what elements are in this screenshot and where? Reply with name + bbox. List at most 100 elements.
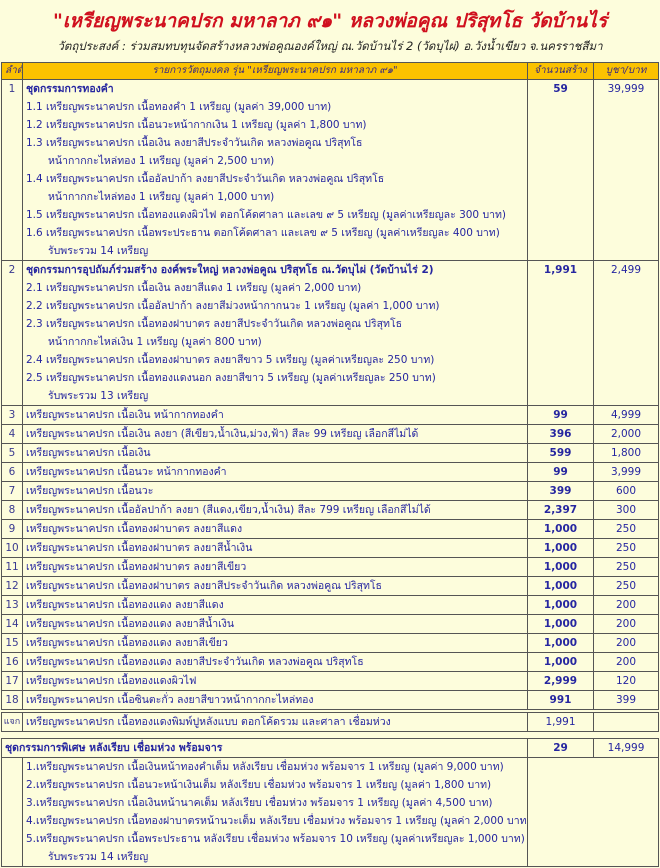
row-number: 17 <box>1 671 23 691</box>
row-price: 2,000 <box>593 424 659 444</box>
sub-item: 3.เหรียญพระนาคปรก เนื้อเงินหน้านาคเต็ม ห… <box>26 797 493 809</box>
row-title: เหรียญพระนาคปรก เนื้อทองแดง ลงยาสีแดง <box>26 599 224 611</box>
special-price: 14,999 <box>593 738 660 758</box>
row-title: เหรียญพระนาคปรก เนื้อเงิน หน้ากากทองคำ <box>26 409 224 421</box>
sub-item: รับพระรวม 14 เหรียญ <box>48 245 149 257</box>
row-description: เหรียญพระนาคปรก เนื้ออัลปาก้า ลงยา (สีแด… <box>22 500 528 520</box>
table-row: 10 เหรียญพระนาคปรก เนื้อทองฝาบาตร ลงยาสีน… <box>1 538 659 558</box>
row-description: เหรียญพระนาคปรก เนื้อนวะ <box>22 481 528 501</box>
sub-item: 5.เหรียญพระนาคปรก เนื้อพระประธาน หลังเรี… <box>26 833 525 845</box>
giveaway-table: แจก เหรียญพระนาคปรก เนื้อทองแดงพิมพ์ปูหล… <box>1 712 659 732</box>
row-title: เหรียญพระนาคปรก เนื้อทองแดงผิวไฟ <box>26 675 197 687</box>
row-title: เหรียญพระนาคปรก เนื้อเงิน <box>26 447 151 459</box>
row-description: เหรียญพระนาคปรก เนื้อทองแดง ลงยาสีเขียว <box>22 633 528 653</box>
row-quantity: 1,000 <box>527 652 594 672</box>
row-description: เหรียญพระนาคปรก เนื้อทองแดง ลงยาสีประจำว… <box>22 652 528 672</box>
special-quantity: 29 <box>527 738 595 758</box>
row-description: เหรียญพระนาคปรก เนื้อเงิน หน้ากากทองคำ <box>22 405 528 425</box>
row-number: 8 <box>1 500 23 520</box>
row-title: เหรียญพระนาคปรก เนื้ออัลปาก้า ลงยา (สีแด… <box>26 504 431 516</box>
row-number: 1 <box>1 79 23 261</box>
header-qty: จำนวนสร้าง <box>527 62 594 80</box>
row-number: แจก <box>1 712 23 732</box>
row-price: 2,499 <box>593 260 659 406</box>
row-number: 12 <box>1 576 23 596</box>
row-quantity: 1,000 <box>527 538 594 558</box>
special-header-row: ชุดกรรมการพิเศษ หลังเรียบ เชื่อมห่วง พร้… <box>0 738 660 758</box>
sub-item: 1.5 เหรียญพระนาคปรก เนื้อทองแดงผิวไฟ ตอก… <box>26 209 507 221</box>
row-description: เหรียญพระนาคปรก เนื้อทองแดง ลงยาสีน้ำเงิ… <box>22 614 528 634</box>
row-number: 16 <box>1 652 23 672</box>
row-description: เหรียญพระนาคปรก เนื้อทองแดงพิมพ์ปูหลังแบ… <box>22 712 528 732</box>
row-price: 39,999 <box>593 79 659 261</box>
row-description: เหรียญพระนาคปรก เนื้อเงิน <box>22 443 528 463</box>
table-row: 2 ชุดกรรมการอุปถัมภ์ร่วมสร้าง องค์พระใหญ่… <box>1 260 659 406</box>
sub-item: 4.เหรียญพระนาคปรก เนื้อทองฝาบาตรหน้านวะเ… <box>26 815 528 827</box>
table-row: 7 เหรียญพระนาคปรก เนื้อนวะ 399 600 <box>1 481 659 501</box>
row-title: เหรียญพระนาคปรก เนื้อทองแดง ลงยาสีประจำว… <box>26 656 364 668</box>
row-quantity: 1,991 <box>527 260 594 406</box>
row-number: 15 <box>1 633 23 653</box>
special-title: ชุดกรรมการพิเศษ หลังเรียบ เชื่อมห่วง พร้… <box>0 738 529 758</box>
row-title: เหรียญพระนาคปรก เนื้อซินตะกั่ว ลงยาสีขาว… <box>26 694 314 706</box>
spacer-cell <box>527 757 660 867</box>
row-price <box>593 712 659 732</box>
table-row: 11 เหรียญพระนาคปรก เนื้อทองฝาบาตร ลงยาสีเ… <box>1 557 659 577</box>
row-description: เหรียญพระนาคปรก เนื้อทองฝาบาตร ลงยาสีน้ำ… <box>22 538 528 558</box>
row-description: เหรียญพระนาคปรก เนื้อเงิน ลงยา (สีเขียว,… <box>22 424 528 444</box>
row-number: 18 <box>1 690 23 710</box>
sub-item: 2.1 เหรียญพระนาคปรก เนื้อเงิน ลงยาสีแดง … <box>26 282 362 294</box>
row-quantity: 399 <box>527 481 594 501</box>
table-row: 3 เหรียญพระนาคปรก เนื้อเงิน หน้ากากทองคำ 9… <box>1 405 659 425</box>
row-title: เหรียญพระนาคปรก เนื้อทองฝาบาตร ลงยาสีแดง <box>26 523 243 535</box>
row-number: 13 <box>1 595 23 615</box>
row-description: เหรียญพระนาคปรก เนื้อทองฝาบาตร ลงยาสีเขี… <box>22 557 528 577</box>
row-description: ชุดกรรมการทองคำ 1.1 เหรียญพระนาคปรก เนื้อ… <box>22 79 528 261</box>
page-subtitle: วัตถุประสงค์ : ร่วมสมทบทุนจัดสร้างหลวงพ่… <box>57 39 603 53</box>
sub-item: 2.เหรียญพระนาคปรก เนื้อนวะหน้าเงินเต็ม ห… <box>26 779 492 791</box>
table-row: 1 ชุดกรรมการทองคำ 1.1 เหรียญพระนาคปรก เนื้… <box>1 79 659 261</box>
row-quantity: 59 <box>527 79 594 261</box>
row-title: ชุดกรรมการทองคำ <box>26 83 114 95</box>
table-row: 18 เหรียญพระนาคปรก เนื้อซินตะกั่ว ลงยาสีข… <box>1 690 659 710</box>
row-price: 250 <box>593 519 659 539</box>
row-number: 14 <box>1 614 23 634</box>
row-title: เหรียญพระนาคปรก เนื้อทองแดง ลงยาสีน้ำเงิ… <box>26 618 235 630</box>
sub-item: 1.6 เหรียญพระนาคปรก เนื้อพระประธาน ตอกโค… <box>26 227 500 239</box>
row-price: 250 <box>593 576 659 596</box>
sub-item: รับพระรวม 13 เหรียญ <box>48 390 149 402</box>
table-row: 9 เหรียญพระนาคปรก เนื้อทองฝาบาตร ลงยาสีแด… <box>1 519 659 539</box>
giveaway-row: แจก เหรียญพระนาคปรก เนื้อทองแดงพิมพ์ปูหล… <box>1 712 659 732</box>
row-quantity: 1,000 <box>527 576 594 596</box>
row-quantity: 1,000 <box>527 557 594 577</box>
row-quantity: 2,999 <box>527 671 594 691</box>
table-row: 15 เหรียญพระนาคปรก เนื้อทองแดง ลงยาสีเขีย… <box>1 633 659 653</box>
special-items: 1.เหรียญพระนาคปรก เนื้อเงินหน้าทองคำเต็ม… <box>21 757 529 867</box>
table-row: 5 เหรียญพระนาคปรก เนื้อเงิน 599 1,800 <box>1 443 659 463</box>
row-description: เหรียญพระนาคปรก เนื้อทองฝาบาตร ลงยาสีประ… <box>22 576 528 596</box>
sub-item: 2.3 เหรียญพระนาคปรก เนื้อทองฝาบาตร ลงยาส… <box>26 318 402 330</box>
sub-item: หน้ากากกะไหล่เงิน 1 เหรียญ (มูลค่า 800 บ… <box>48 336 262 348</box>
row-price: 600 <box>593 481 659 501</box>
sub-item: 2.5 เหรียญพระนาคปรก เนื้อทองแดงนอก ลงยาส… <box>26 372 436 384</box>
table-row: 8 เหรียญพระนาคปรก เนื้ออัลปาก้า ลงยา (สีแ… <box>1 500 659 520</box>
row-price: 200 <box>593 595 659 615</box>
sub-item: 1.2 เหรียญพระนาคปรก เนื้อนวะหน้ากากเงิน … <box>26 119 367 131</box>
row-quantity: 396 <box>527 424 594 444</box>
spacer-cell <box>1 757 23 867</box>
row-description: เหรียญพระนาคปรก เนื้อทองแดง ลงยาสีแดง <box>22 595 528 615</box>
table-row: 13 เหรียญพระนาคปรก เนื้อทองแดง ลงยาสีแดง 1… <box>1 595 659 615</box>
row-description: เหรียญพระนาคปรก เนื้อซินตะกั่ว ลงยาสีขาว… <box>22 690 528 710</box>
row-number: 7 <box>1 481 23 501</box>
price-table: ลำดับ รายการวัตถุมงคล รุ่น "เหรียญพระนาค… <box>1 62 659 710</box>
row-price: 300 <box>593 500 659 520</box>
row-price: 200 <box>593 652 659 672</box>
row-quantity: 1,000 <box>527 519 594 539</box>
table-row: 16 เหรียญพระนาคปรก เนื้อทองแดง ลงยาสีประจ… <box>1 652 659 672</box>
row-number: 4 <box>1 424 23 444</box>
row-quantity: 1,000 <box>527 595 594 615</box>
row-number: 2 <box>1 260 23 406</box>
row-title: ชุดกรรมการอุปถัมภ์ร่วมสร้าง องค์พระใหญ่ … <box>26 264 434 276</box>
sub-item: หน้ากากกะไหล่ทอง 1 เหรียญ (มูลค่า 2,500 … <box>48 155 275 167</box>
table-row: 6 เหรียญพระนาคปรก เนื้อนวะ หน้ากากทองคำ 99… <box>1 462 659 482</box>
